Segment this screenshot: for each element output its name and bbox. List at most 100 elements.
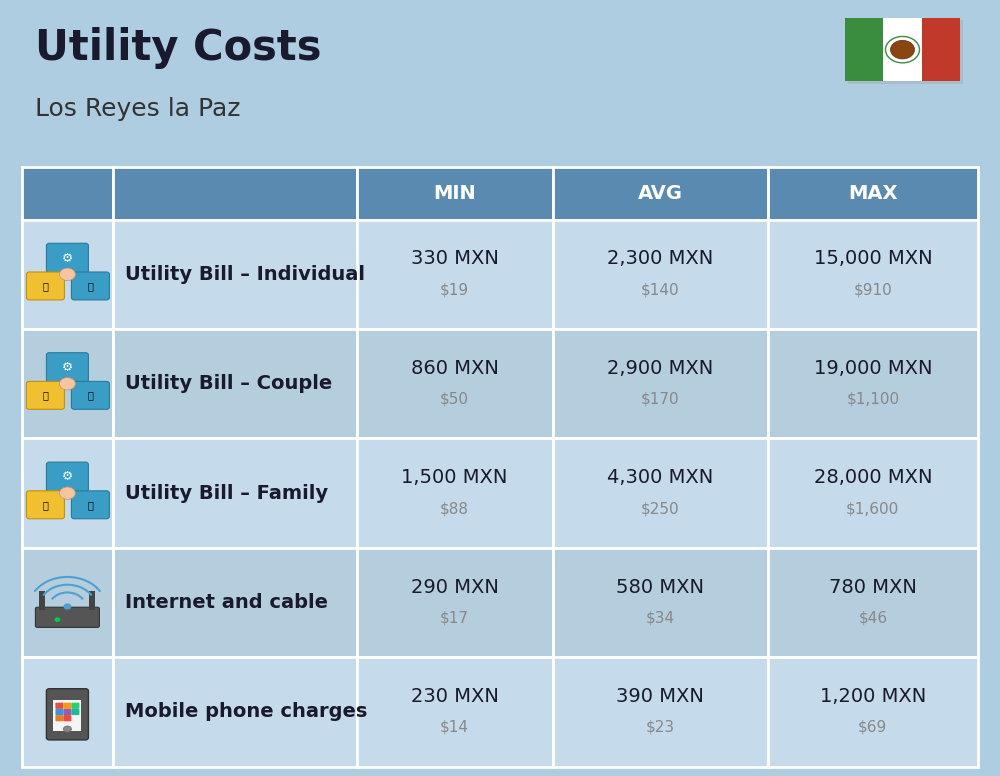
FancyBboxPatch shape [71,491,109,518]
FancyBboxPatch shape [113,167,357,220]
FancyBboxPatch shape [26,381,64,410]
FancyBboxPatch shape [71,381,109,410]
FancyBboxPatch shape [63,715,71,722]
FancyBboxPatch shape [26,491,64,518]
FancyBboxPatch shape [63,703,71,709]
Text: MAX: MAX [848,184,898,203]
Text: 2,900 MXN: 2,900 MXN [607,359,713,378]
Text: Mobile phone charges: Mobile phone charges [125,702,367,722]
FancyBboxPatch shape [22,167,113,220]
FancyBboxPatch shape [113,548,357,657]
Text: 🔧: 🔧 [87,281,93,291]
Text: ⚙: ⚙ [62,361,73,374]
Text: 🔌: 🔌 [42,390,48,400]
FancyBboxPatch shape [553,438,768,548]
FancyBboxPatch shape [883,18,922,81]
Text: 19,000 MXN: 19,000 MXN [814,359,932,378]
FancyBboxPatch shape [26,272,64,300]
FancyBboxPatch shape [22,220,113,329]
FancyBboxPatch shape [113,329,357,438]
Text: 🔌: 🔌 [42,281,48,291]
FancyBboxPatch shape [848,20,963,84]
FancyBboxPatch shape [845,18,883,81]
Circle shape [54,618,60,622]
Text: 290 MXN: 290 MXN [411,577,499,597]
Text: 4,300 MXN: 4,300 MXN [607,468,713,487]
FancyBboxPatch shape [46,689,88,740]
Circle shape [59,487,75,500]
FancyBboxPatch shape [22,548,113,657]
FancyBboxPatch shape [46,352,88,382]
Text: MIN: MIN [433,184,476,203]
Text: 🔧: 🔧 [87,500,93,510]
FancyBboxPatch shape [113,657,357,767]
Text: $250: $250 [641,501,679,516]
Text: $17: $17 [440,611,469,625]
Text: $910: $910 [853,282,892,297]
Text: 580 MXN: 580 MXN [616,577,704,597]
Text: Los Reyes la Paz: Los Reyes la Paz [35,97,240,121]
FancyBboxPatch shape [46,462,88,492]
FancyBboxPatch shape [357,548,553,657]
FancyBboxPatch shape [768,438,978,548]
FancyBboxPatch shape [89,591,95,610]
FancyBboxPatch shape [357,657,553,767]
Circle shape [63,604,71,610]
Text: 1,500 MXN: 1,500 MXN [401,468,508,487]
FancyBboxPatch shape [22,438,113,548]
FancyBboxPatch shape [553,220,768,329]
FancyBboxPatch shape [357,329,553,438]
Circle shape [59,268,75,280]
FancyBboxPatch shape [845,18,960,81]
Text: $23: $23 [646,720,675,735]
Text: Utility Costs: Utility Costs [35,27,322,69]
FancyBboxPatch shape [768,220,978,329]
Circle shape [891,40,914,59]
Circle shape [59,377,75,390]
Text: $19: $19 [440,282,469,297]
FancyBboxPatch shape [768,167,978,220]
Text: 390 MXN: 390 MXN [616,687,704,706]
Text: 15,000 MXN: 15,000 MXN [814,249,932,268]
Text: Utility Bill – Family: Utility Bill – Family [125,483,328,503]
Circle shape [63,726,71,733]
FancyBboxPatch shape [39,591,45,610]
FancyBboxPatch shape [922,18,960,81]
Text: $34: $34 [646,611,675,625]
FancyBboxPatch shape [553,167,768,220]
Text: $1,600: $1,600 [846,501,899,516]
FancyBboxPatch shape [768,329,978,438]
Text: 🔌: 🔌 [42,500,48,510]
Text: $1,100: $1,100 [846,392,899,407]
Text: 330 MXN: 330 MXN [411,249,499,268]
Text: Utility Bill – Couple: Utility Bill – Couple [125,374,332,393]
FancyBboxPatch shape [768,548,978,657]
Text: 860 MXN: 860 MXN [411,359,499,378]
Text: $46: $46 [858,611,887,625]
Text: 1,200 MXN: 1,200 MXN [820,687,926,706]
FancyBboxPatch shape [71,709,79,715]
FancyBboxPatch shape [113,220,357,329]
Text: ⚙: ⚙ [62,470,73,483]
FancyBboxPatch shape [55,715,63,722]
Text: 2,300 MXN: 2,300 MXN [607,249,713,268]
FancyBboxPatch shape [71,272,109,300]
FancyBboxPatch shape [357,438,553,548]
FancyBboxPatch shape [768,657,978,767]
Text: 🔧: 🔧 [87,390,93,400]
Text: Internet and cable: Internet and cable [125,593,328,612]
Text: Utility Bill – Individual: Utility Bill – Individual [125,265,365,284]
Text: $14: $14 [440,720,469,735]
FancyBboxPatch shape [55,709,63,715]
FancyBboxPatch shape [63,709,71,715]
FancyBboxPatch shape [22,329,113,438]
FancyBboxPatch shape [35,607,99,627]
Text: AVG: AVG [638,184,683,203]
FancyBboxPatch shape [113,438,357,548]
FancyBboxPatch shape [357,220,553,329]
FancyBboxPatch shape [553,548,768,657]
Text: $140: $140 [641,282,679,297]
FancyBboxPatch shape [71,703,79,709]
Text: 230 MXN: 230 MXN [411,687,499,706]
FancyBboxPatch shape [22,657,113,767]
